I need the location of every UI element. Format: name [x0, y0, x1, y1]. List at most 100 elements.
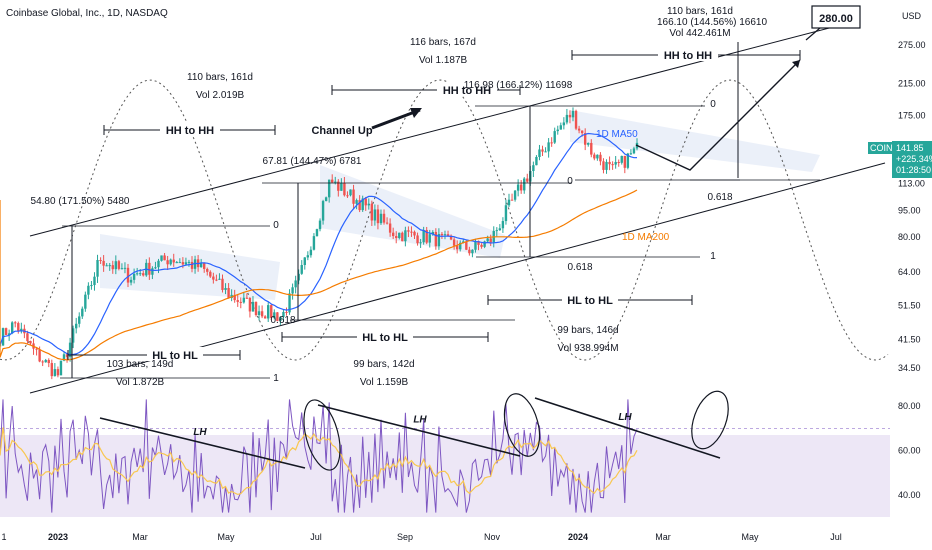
candle-body	[294, 280, 297, 288]
candle-body	[465, 241, 468, 250]
rsi-tick-label: 40.00	[898, 490, 921, 500]
hh-label-bg	[160, 122, 220, 136]
candle-body	[428, 234, 431, 243]
candle-body	[370, 203, 374, 221]
candle-body	[139, 273, 142, 275]
currency-label: USD	[902, 11, 922, 21]
candle-body	[279, 316, 282, 321]
candle-body	[257, 311, 261, 316]
candle-body	[510, 199, 514, 201]
candle-body	[190, 261, 194, 269]
y-tick-label: 51.50	[898, 301, 921, 311]
candle-body	[358, 200, 361, 211]
candle-body	[413, 231, 416, 236]
candle-body	[199, 262, 203, 268]
candle-body	[410, 231, 413, 233]
bar-count-label: 103 bars, 149d	[107, 359, 174, 370]
candle-body	[38, 349, 41, 362]
candle-body	[102, 260, 105, 266]
candle-body	[157, 260, 160, 268]
candle-body	[53, 369, 57, 377]
candle-body	[498, 228, 502, 231]
price-label: 141.85	[896, 143, 924, 153]
candle-body	[206, 268, 209, 272]
candle-body	[486, 238, 489, 242]
candle-body	[276, 312, 279, 321]
measure-label: 54.80 (171.50%) 5480	[31, 196, 130, 207]
candle-body	[382, 213, 386, 223]
candle-body	[172, 259, 175, 263]
y-tick-label: 80.00	[898, 232, 921, 242]
candle-body	[132, 273, 136, 280]
candle-body	[495, 230, 498, 232]
candle-body	[553, 131, 556, 143]
candle-body	[626, 153, 630, 168]
candle-body	[233, 294, 236, 301]
projection-path	[635, 59, 801, 171]
fib-label: 1	[710, 251, 716, 262]
price-axis: 275.00 215.00 175.00 113.00 95.00 80.00 64.00 5…	[898, 40, 926, 373]
ticker-label: COIN	[870, 143, 893, 153]
candle-body	[71, 328, 75, 343]
x-tick-label: 2023	[48, 532, 68, 542]
candle-body	[120, 268, 124, 270]
candle-body	[477, 241, 480, 245]
candle-body	[544, 151, 547, 153]
y-tick-label: 113.00	[898, 178, 925, 188]
x-tick-label: May	[741, 532, 759, 542]
price-tag	[892, 141, 932, 178]
hh-label-bg	[658, 47, 718, 61]
candle-body	[346, 195, 349, 197]
y-tick-label: 34.50	[898, 363, 921, 373]
candle-body	[419, 242, 422, 244]
candle-body	[17, 323, 20, 331]
hh-label: HH to HH	[443, 85, 491, 97]
candle-body	[303, 257, 306, 266]
candle-body	[623, 155, 627, 168]
candle-body	[587, 142, 590, 145]
candle-body	[163, 255, 166, 261]
volume-label: Vol 938.994M	[557, 343, 618, 354]
rsi-tick-label: 80.00	[898, 401, 921, 411]
candle-body	[583, 133, 587, 145]
candle-body	[446, 234, 450, 236]
candle-body	[178, 262, 182, 264]
candle-body	[379, 213, 383, 224]
candle-body	[602, 161, 605, 170]
candle-body	[135, 273, 139, 275]
candle-body	[65, 354, 69, 357]
candle-body	[398, 232, 401, 239]
candles	[0, 107, 639, 380]
rsi-highlight-ellipse	[503, 393, 541, 457]
candle-body	[516, 184, 520, 191]
candle-body	[416, 235, 419, 244]
fib-label: 0.618	[707, 192, 732, 203]
fib-label: 0	[567, 176, 573, 187]
candle-body	[422, 230, 425, 243]
volume-label: Vol 1.187B	[419, 55, 468, 66]
candle-body	[26, 333, 29, 342]
candle-body	[254, 301, 258, 316]
volume-label: Vol 1.159B	[360, 377, 409, 388]
lh-label: LH	[413, 415, 427, 426]
candle-body	[468, 249, 471, 254]
hl-label: HL to HL	[362, 332, 408, 344]
candle-body	[519, 184, 523, 191]
candle-body	[434, 231, 438, 247]
candle-body	[474, 241, 477, 250]
candle-body	[44, 359, 47, 363]
fib-label: 1	[273, 373, 279, 384]
candle-body	[629, 153, 633, 155]
candle-body	[184, 262, 188, 265]
candle-body	[620, 155, 623, 163]
candle-body	[459, 242, 462, 250]
measure-label: 166.10 (144.56%) 16610	[657, 17, 768, 28]
candle-body	[117, 261, 121, 269]
hl-label: HL to HL	[567, 295, 613, 307]
candle-body	[251, 301, 255, 312]
candle-body	[212, 276, 215, 280]
candle-body	[224, 288, 227, 290]
bar-count-label: 99 bars, 146d	[557, 325, 618, 336]
candle-body	[526, 178, 529, 182]
